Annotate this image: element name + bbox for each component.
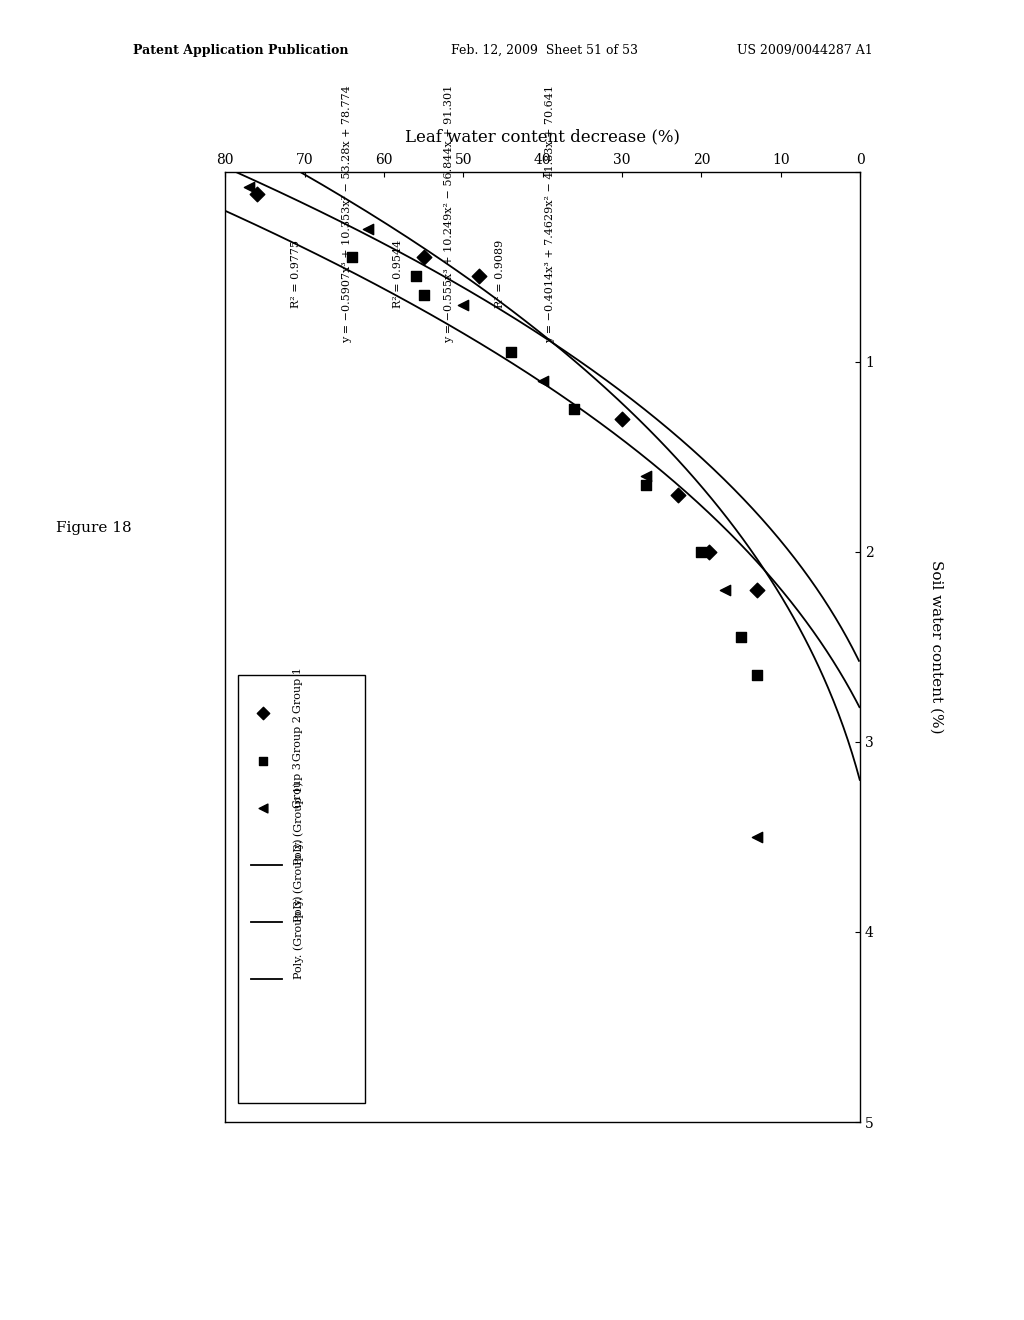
Text: y = −0.5907x³ + 10.353x² − 53.28x + 78.774: y = −0.5907x³ + 10.353x² − 53.28x + 78.7… — [342, 84, 352, 343]
Point — [852, 224, 868, 246]
Point — [749, 665, 765, 686]
Point — [566, 399, 583, 420]
Text: y = −0.4014x³ + 7.4629x² − 41.83x + 70.641: y = −0.4014x³ + 7.4629x² − 41.83x + 70.6… — [546, 84, 555, 343]
Point — [638, 475, 654, 496]
Point — [344, 247, 360, 268]
Point — [249, 183, 265, 205]
Text: R² = 0.9544: R² = 0.9544 — [393, 239, 403, 343]
Point — [503, 342, 519, 363]
Text: US 2009/0044287 A1: US 2009/0044287 A1 — [737, 44, 873, 57]
Point — [416, 247, 432, 268]
X-axis label: Leaf water content decrease (%): Leaf water content decrease (%) — [406, 128, 680, 145]
Point — [852, 234, 868, 255]
Text: Feb. 12, 2009  Sheet 51 of 53: Feb. 12, 2009 Sheet 51 of 53 — [451, 44, 638, 57]
Point — [455, 294, 471, 315]
Text: Group 2: Group 2 — [293, 715, 303, 760]
Point — [749, 579, 765, 601]
Point — [241, 177, 257, 198]
Y-axis label: Soil water content (%): Soil water content (%) — [930, 560, 943, 734]
Text: Group 1: Group 1 — [293, 668, 303, 713]
Point — [717, 579, 733, 601]
Text: Patent Application Publication: Patent Application Publication — [133, 44, 348, 57]
Text: R² = 0.9775: R² = 0.9775 — [292, 240, 301, 343]
Point — [360, 218, 377, 239]
Point — [670, 484, 686, 506]
Text: Group 3: Group 3 — [293, 763, 303, 808]
Point — [416, 285, 432, 306]
Text: Poly. (Group 1): Poly. (Group 1) — [293, 781, 303, 866]
Text: Poly. (Group 2): Poly. (Group 2) — [293, 840, 303, 923]
Point — [408, 265, 424, 286]
Point — [471, 265, 487, 286]
Point — [749, 826, 765, 847]
Point — [701, 541, 718, 562]
Point — [733, 627, 750, 648]
Point — [535, 370, 551, 391]
Text: Figure 18: Figure 18 — [56, 521, 132, 535]
Point — [638, 465, 654, 486]
Text: Poly. (Group 3): Poly. (Group 3) — [293, 896, 303, 979]
Text: R² = 0.9089: R² = 0.9089 — [495, 239, 505, 343]
Bar — [238, 676, 365, 1104]
Text: y = −0.555x³ + 10.249x² − 56.844x + 91.301: y = −0.555x³ + 10.249x² − 56.844x + 91.3… — [443, 84, 454, 343]
Point — [613, 408, 630, 429]
Point — [852, 243, 868, 264]
Point — [693, 541, 710, 562]
